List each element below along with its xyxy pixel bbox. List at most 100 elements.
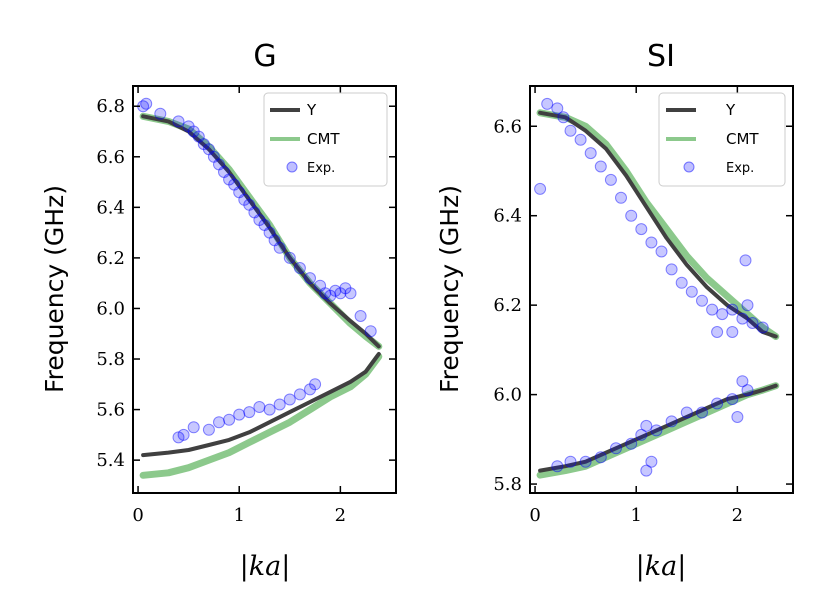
exp-point — [564, 455, 577, 468]
exp-point — [579, 455, 592, 468]
exp-point — [739, 254, 752, 267]
exp-point — [314, 279, 327, 292]
exp-point — [534, 182, 547, 195]
exp-point — [551, 460, 564, 473]
exp-point — [680, 406, 693, 419]
legend-label-y: Y — [725, 101, 736, 119]
exp-point — [213, 158, 225, 171]
exp-point — [293, 388, 306, 401]
exp-point — [233, 186, 246, 199]
exp-point — [665, 415, 678, 428]
exp-point — [675, 276, 688, 289]
exp-point — [610, 442, 622, 455]
plot-area — [534, 97, 780, 479]
exp-point — [177, 428, 190, 441]
x-axis-label: |ka| — [240, 551, 291, 582]
exp-point — [238, 193, 251, 206]
exp-point — [182, 120, 195, 133]
x-tick-label: 0 — [132, 505, 143, 526]
exp-point — [640, 464, 653, 477]
exp-point — [223, 413, 236, 426]
exp-point — [192, 130, 205, 143]
y-line-branch-1 — [538, 383, 778, 473]
y-axis-label: Frequency (GHz) — [40, 185, 69, 393]
exp-point — [635, 428, 648, 441]
axes-frame — [529, 85, 794, 494]
exp-point — [293, 262, 306, 274]
exp-point — [557, 111, 570, 124]
x-tick-label: 1 — [630, 505, 641, 526]
exp-point — [339, 282, 352, 295]
exp-point — [645, 455, 658, 468]
x-tick-label: 1 — [233, 505, 244, 526]
x-tick-label: 2 — [732, 505, 743, 526]
exp-point — [551, 102, 564, 115]
legend-label-exp: Exp. — [307, 161, 335, 176]
y-tick-label: 6.8 — [96, 96, 125, 117]
exp-point — [696, 406, 708, 419]
y-tick-label: 6.0 — [96, 298, 125, 319]
exp-point — [706, 303, 719, 316]
exp-point — [172, 115, 185, 128]
exp-point — [319, 287, 332, 300]
exp-point — [604, 173, 617, 186]
exp-point — [187, 421, 200, 434]
exp-point — [140, 97, 153, 110]
y-tick-label: 6.2 — [493, 295, 522, 316]
exp-point — [344, 287, 357, 300]
exp-point — [736, 312, 749, 325]
exp-point — [243, 406, 256, 419]
x-tick-label: 0 — [529, 505, 540, 526]
cmt-line-branch-0 — [536, 109, 780, 340]
exp-point — [640, 419, 653, 432]
exp-point — [263, 403, 276, 416]
y-tick-label: 6.6 — [493, 116, 522, 137]
panel-title: SI — [647, 39, 675, 74]
exp-point — [741, 384, 754, 397]
exp-point — [202, 143, 215, 156]
exp-point — [253, 401, 266, 413]
exp-point — [223, 173, 236, 186]
exp-point — [594, 451, 607, 464]
y-line-branch-0 — [538, 110, 778, 339]
x-axis-label: |ka| — [636, 551, 687, 582]
exp-point — [756, 321, 769, 334]
exp-point — [625, 209, 638, 222]
exp-point — [273, 398, 286, 411]
exp-point — [650, 424, 663, 437]
y-line-branch-0 — [141, 114, 381, 349]
exp-point — [283, 251, 296, 264]
y-line-branch-1 — [141, 352, 381, 458]
exp-point — [154, 107, 167, 120]
exp-point — [731, 411, 744, 423]
legend-swatch-exp — [683, 161, 695, 173]
axes-frame — [132, 85, 397, 494]
exp-point — [726, 303, 739, 316]
y-tick-label: 5.4 — [96, 450, 125, 471]
y-tick-label: 6.4 — [96, 197, 125, 218]
exp-point — [635, 223, 648, 236]
exp-point — [283, 393, 296, 406]
legend-box — [658, 92, 786, 187]
y-tick-label: 6.0 — [493, 385, 522, 406]
exp-point — [218, 166, 230, 178]
tick-group: 0 1 2 5.8 6.0 6.2 6.4 6.6 — [493, 86, 793, 526]
exp-point — [625, 437, 638, 450]
exp-point — [685, 285, 698, 298]
exp-point — [268, 234, 281, 247]
exp-point — [584, 147, 597, 160]
exp-point — [329, 284, 342, 297]
exp-point — [233, 408, 246, 421]
y-tick-label: 6.6 — [96, 147, 125, 168]
cmt-line-branch-1 — [139, 353, 383, 479]
legend-label-exp: Exp. — [726, 161, 754, 176]
exp-point — [304, 272, 316, 285]
legend-swatch-exp — [286, 161, 298, 173]
exp-point — [304, 383, 316, 396]
exp-point — [334, 287, 347, 300]
exp-point — [228, 178, 241, 191]
exp-point — [574, 133, 587, 146]
y-tick-label: 6.2 — [96, 248, 125, 269]
exp-point — [711, 397, 724, 410]
exp-point — [248, 206, 261, 219]
